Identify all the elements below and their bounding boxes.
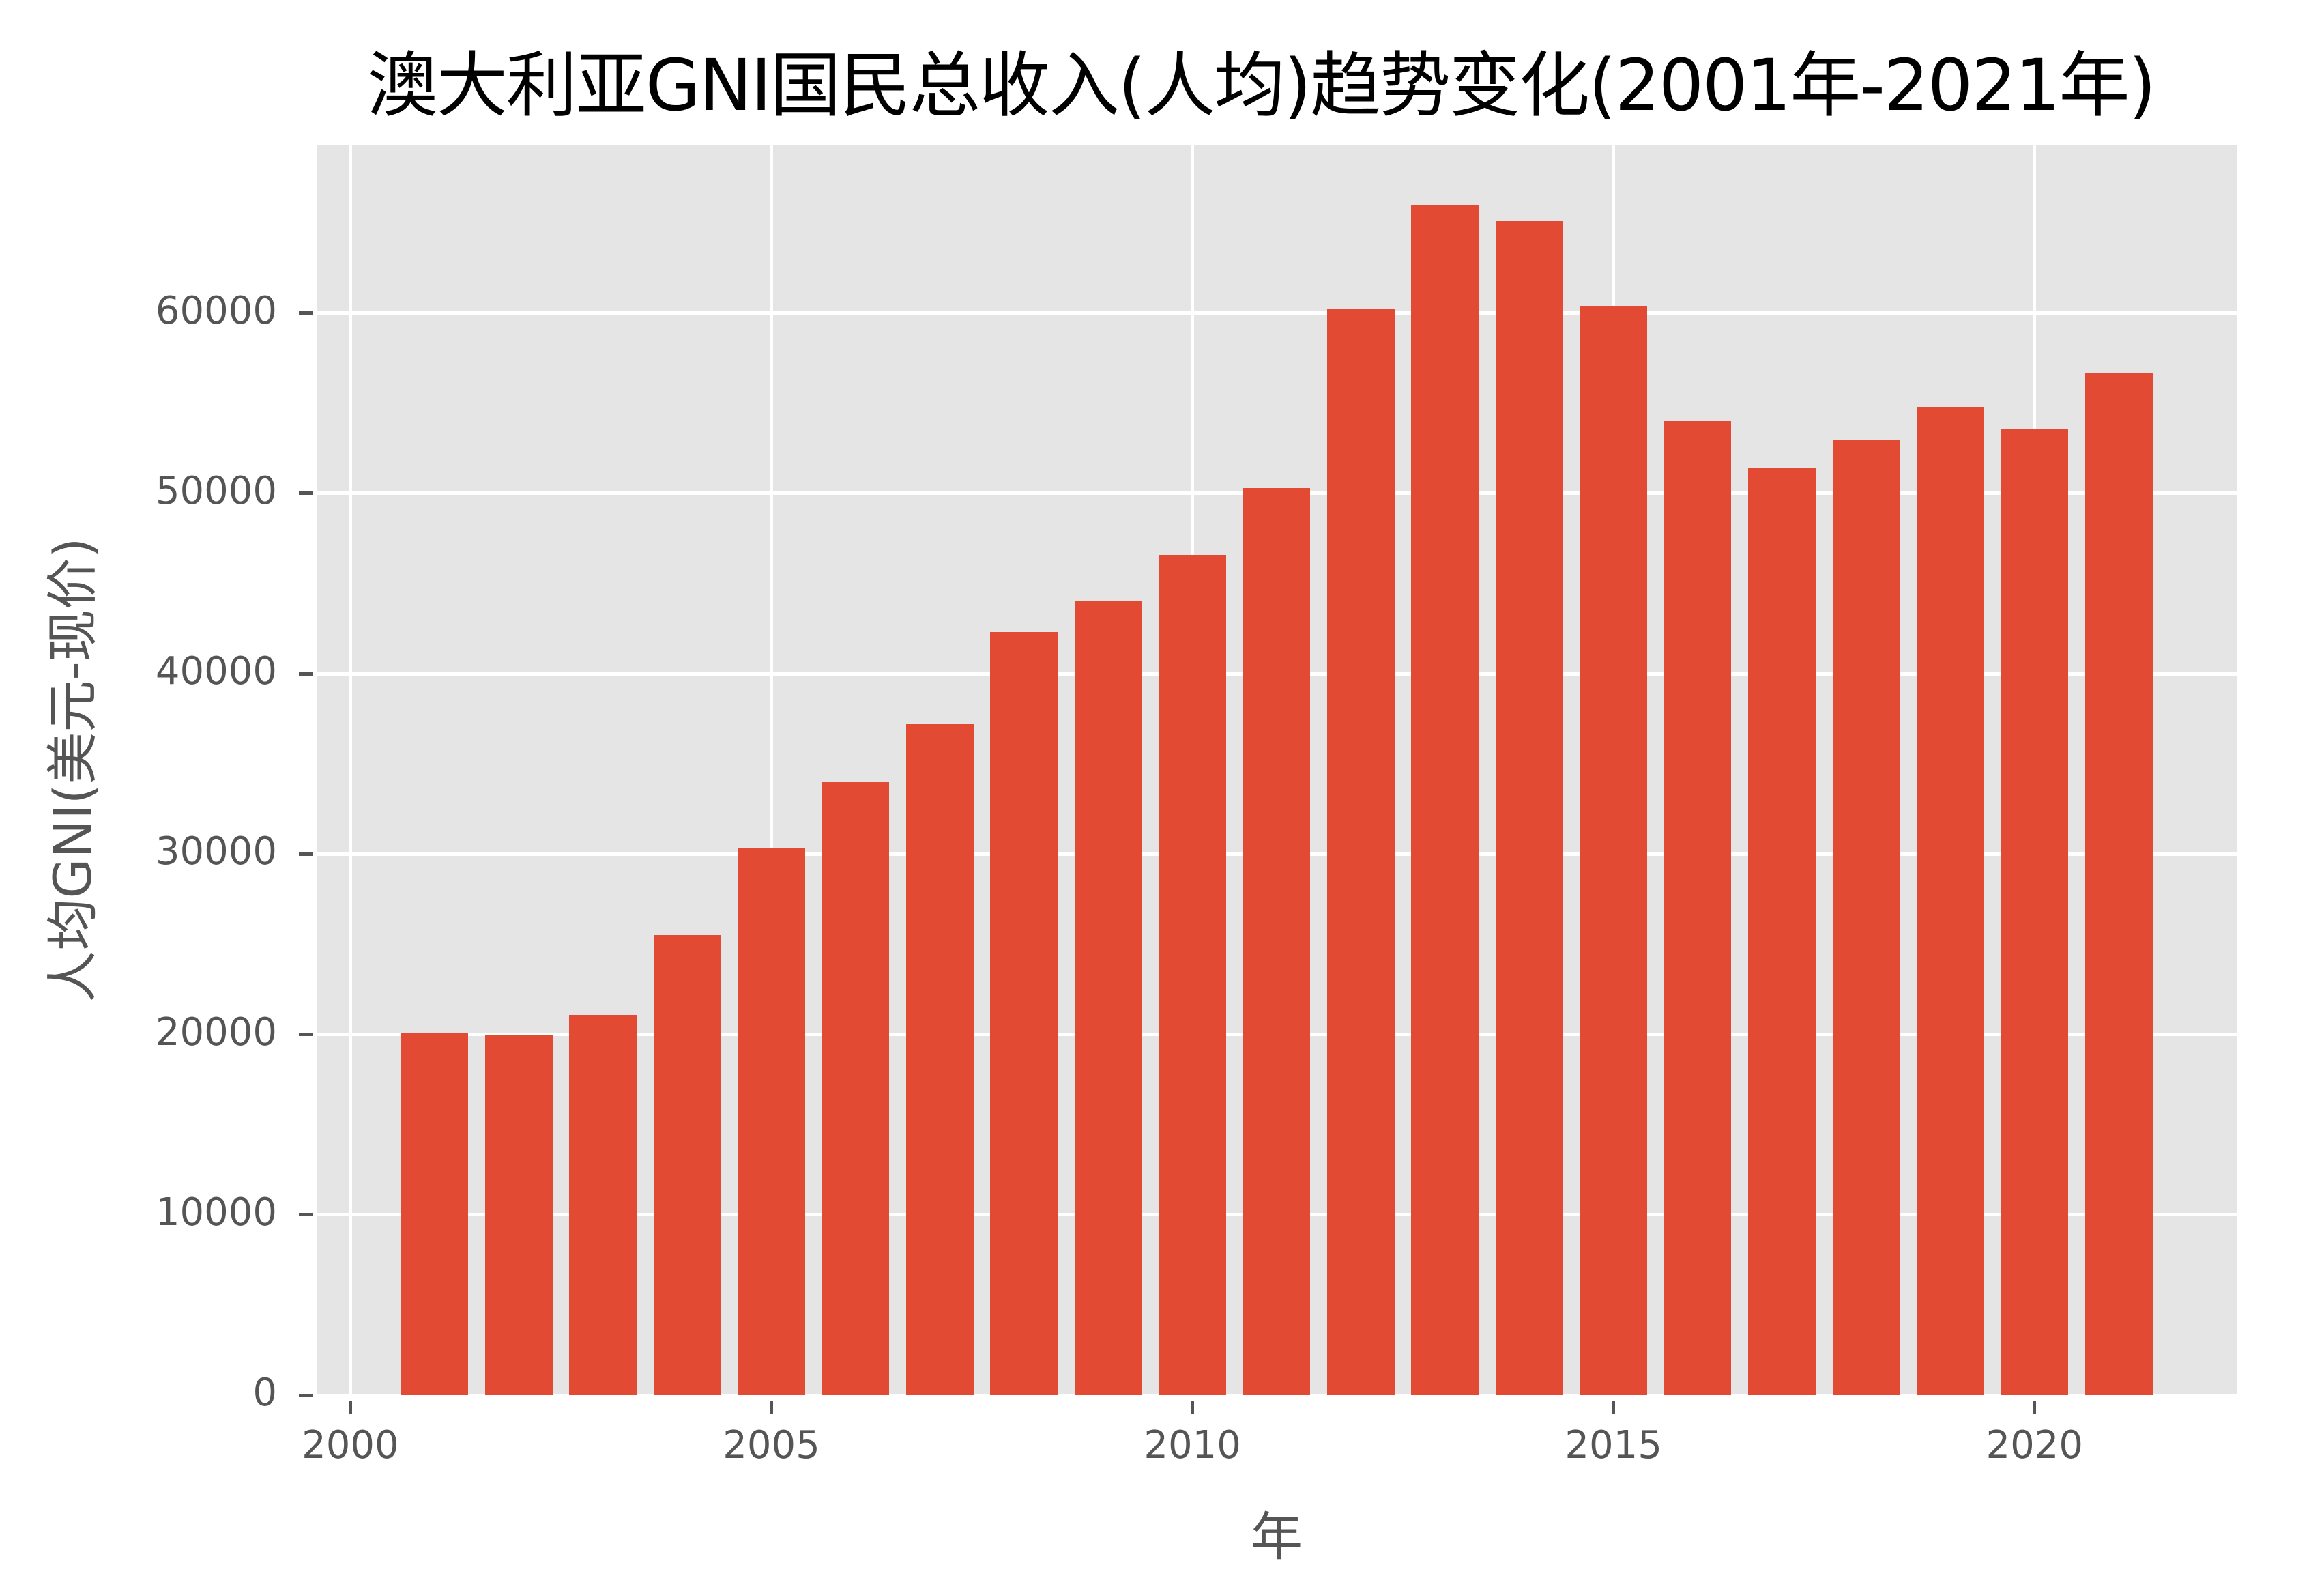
y-tick-label: 0 bbox=[252, 1371, 277, 1415]
x-axis-label: 年 bbox=[1251, 1506, 1303, 1567]
x-tick-mark bbox=[1191, 1401, 1195, 1414]
y-tick-label: 60000 bbox=[155, 288, 277, 333]
bar-2002 bbox=[484, 1034, 553, 1395]
y-tick-mark bbox=[299, 852, 313, 856]
bar-2018 bbox=[1832, 439, 1900, 1395]
y-tick-label: 20000 bbox=[155, 1009, 277, 1055]
x-gridline bbox=[348, 145, 352, 1395]
y-tick-mark bbox=[299, 1393, 313, 1397]
bar-2012 bbox=[1327, 309, 1395, 1395]
y-gridline bbox=[317, 311, 2237, 315]
y-tick-label: 40000 bbox=[155, 649, 277, 694]
bar-2006 bbox=[822, 782, 890, 1395]
x-tick-mark bbox=[348, 1401, 352, 1414]
bar-2005 bbox=[738, 848, 805, 1395]
x-tick-label: 2010 bbox=[1144, 1423, 1241, 1467]
bar-2010 bbox=[1159, 554, 1226, 1395]
chart-title: 澳大利亚GNI国民总收入(人均)趋势变化(2001年-2021年) bbox=[366, 44, 2156, 127]
y-tick-mark bbox=[299, 311, 313, 315]
x-tick-mark bbox=[1612, 1401, 1616, 1414]
x-tick-label: 2005 bbox=[723, 1423, 820, 1467]
y-tick-mark bbox=[299, 1213, 313, 1217]
plot-area bbox=[317, 145, 2237, 1395]
bar-2021 bbox=[2085, 372, 2153, 1395]
bar-2020 bbox=[2001, 428, 2069, 1395]
bar-2013 bbox=[1411, 205, 1479, 1395]
y-tick-label: 30000 bbox=[155, 829, 277, 874]
y-tick-mark bbox=[299, 1033, 313, 1037]
x-tick-label: 2000 bbox=[302, 1423, 399, 1467]
y-axis-label: 人均GNI(美元-现价) bbox=[42, 537, 103, 1003]
bar-2001 bbox=[401, 1032, 469, 1395]
bar-2015 bbox=[1580, 306, 1648, 1395]
x-tick-label: 2015 bbox=[1565, 1423, 1662, 1467]
bar-2017 bbox=[1748, 468, 1816, 1395]
bar-2007 bbox=[905, 724, 974, 1395]
bar-2019 bbox=[1917, 407, 1984, 1395]
y-tick-label: 50000 bbox=[155, 468, 277, 513]
y-tick-mark bbox=[299, 672, 313, 676]
y-tick-label: 10000 bbox=[155, 1190, 277, 1235]
x-gridline bbox=[769, 145, 773, 1395]
bar-2003 bbox=[569, 1014, 637, 1395]
x-tick-mark bbox=[2033, 1401, 2037, 1414]
x-tick-mark bbox=[769, 1401, 773, 1414]
bar-2004 bbox=[653, 935, 721, 1395]
bar-2009 bbox=[1074, 601, 1142, 1395]
y-tick-mark bbox=[299, 491, 313, 496]
bar-2014 bbox=[1495, 220, 1563, 1395]
bar-2008 bbox=[990, 632, 1058, 1395]
bar-2016 bbox=[1664, 421, 1732, 1395]
bar-2011 bbox=[1243, 488, 1311, 1395]
x-tick-label: 2020 bbox=[1986, 1423, 2084, 1467]
